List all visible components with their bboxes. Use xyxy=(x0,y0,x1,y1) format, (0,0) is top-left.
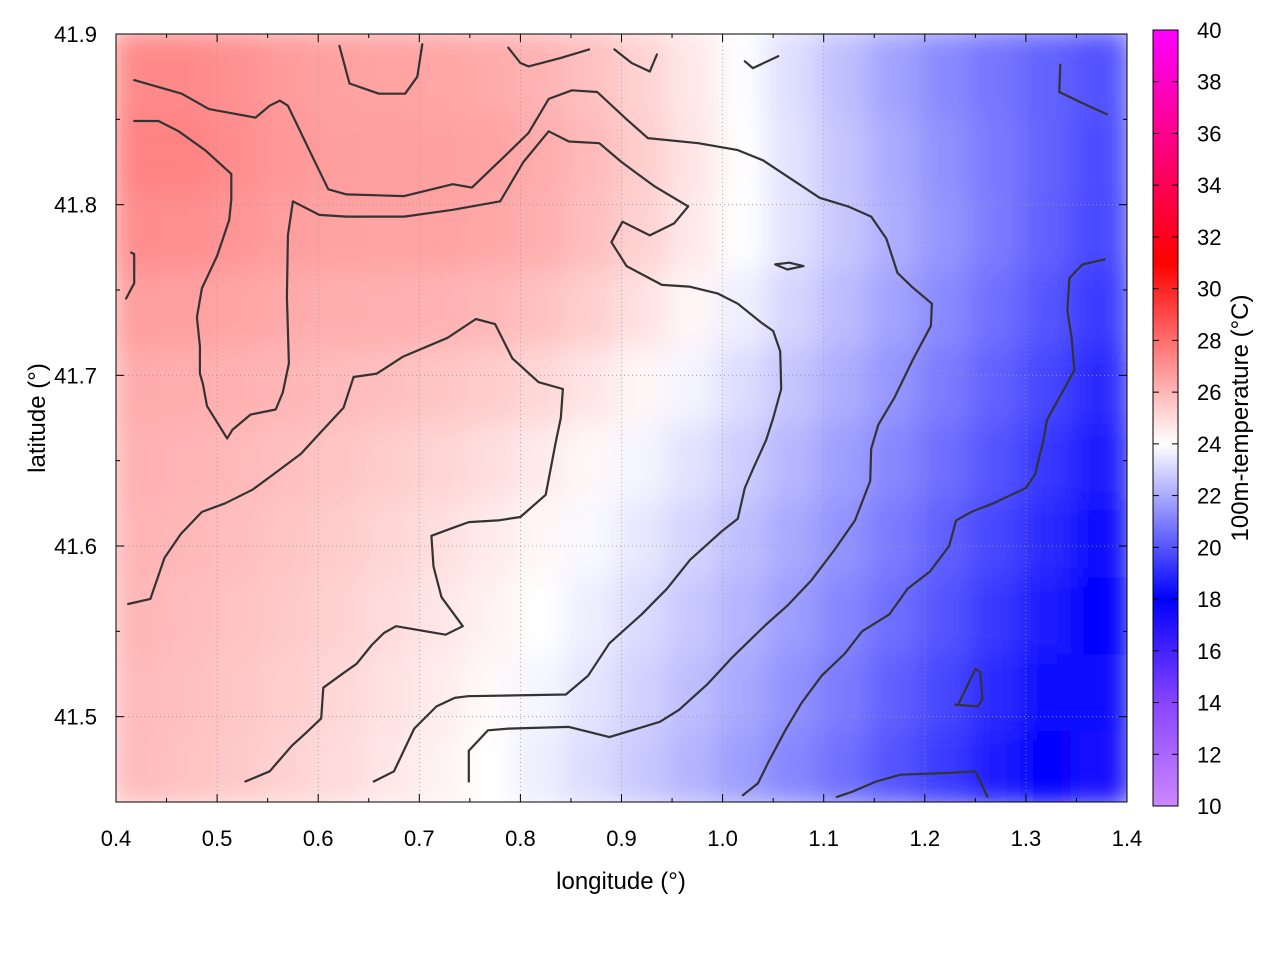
colorbar-ramp xyxy=(1152,29,1179,807)
heatmap-cell xyxy=(1070,335,1127,424)
colorbar-label: 100m-temperature (°C) xyxy=(1227,294,1254,541)
colorbar-tick-label: 10 xyxy=(1197,794,1221,819)
colorbar-tick-label: 36 xyxy=(1197,121,1221,146)
contour-line xyxy=(338,43,424,95)
heatmap-cell xyxy=(1070,412,1127,501)
colorbar-tick-label: 28 xyxy=(1197,328,1221,353)
y-tick-label: 41.6 xyxy=(54,534,97,559)
contour-line xyxy=(953,667,984,708)
heatmap-cell xyxy=(1070,565,1127,655)
x-tick-label: 1.1 xyxy=(808,826,839,851)
colorbar-tick-label: 34 xyxy=(1197,173,1221,198)
contour-line xyxy=(743,55,780,70)
contour-line xyxy=(1058,63,1108,116)
y-tick-label: 41.9 xyxy=(54,22,97,47)
x-axis-label: longitude (°) xyxy=(556,868,686,895)
contour-line xyxy=(133,78,934,783)
contour-line xyxy=(835,770,989,799)
colorbar-tick-label: 20 xyxy=(1197,535,1221,560)
colorbar-tick-label: 24 xyxy=(1197,432,1221,457)
y-tick-label: 41.5 xyxy=(54,705,97,730)
colorbar-tick-labels: 10 12 14 16 18 20 22 24 26 28 30 32 34 36 38 40 xyxy=(1197,18,1221,819)
contour-line xyxy=(133,119,783,783)
contour-line xyxy=(774,261,805,271)
colorbar-tick-label: 30 xyxy=(1197,277,1221,302)
colorbar-tick-label: 16 xyxy=(1197,639,1221,664)
colorbar-tick-label: 18 xyxy=(1197,587,1221,612)
plot-area: 0.4 0.5 0.6 0.7 0.8 0.9 1.0 1.1 1.2 1.3 1.4 41.541… xyxy=(54,22,1142,851)
contour-line xyxy=(741,258,1106,797)
heatmap-cell xyxy=(1070,181,1127,271)
colorbar-ticks xyxy=(1153,29,1178,807)
contour-line xyxy=(127,317,565,783)
x-tick-label: 0.5 xyxy=(202,826,233,851)
heatmap-cell xyxy=(1070,719,1127,802)
heatmap-field xyxy=(116,34,1127,802)
colorbar-tick-label: 26 xyxy=(1197,380,1221,405)
heatmap-cells xyxy=(116,34,1127,802)
x-tick-labels: 0.4 0.5 0.6 0.7 0.8 0.9 1.0 1.1 1.2 1.3 1.4 xyxy=(101,826,1143,851)
y-tick-label: 41.7 xyxy=(54,363,97,388)
x-tick-label: 0.6 xyxy=(303,826,334,851)
colorbar-tick-label: 12 xyxy=(1197,742,1221,767)
contour-line xyxy=(124,251,136,300)
x-tick-label: 1.2 xyxy=(910,826,941,851)
y-tick-label: 41.8 xyxy=(54,193,97,218)
colorbar-tick-label: 14 xyxy=(1197,691,1221,716)
colorbar: 10 12 14 16 18 20 22 24 26 28 30 32 34 36 38 40 100m-te… xyxy=(1152,18,1254,819)
x-tick-label: 0.4 xyxy=(101,826,132,851)
colorbar-tick-label: 40 xyxy=(1197,18,1221,43)
contour-line xyxy=(613,48,659,73)
y-axis-label: latitude (°) xyxy=(24,363,51,473)
x-tick-label: 0.9 xyxy=(606,826,637,851)
axis-ticks xyxy=(115,33,1128,803)
colorbar-tick-label: 38 xyxy=(1197,70,1221,95)
heatmap-cell xyxy=(1070,642,1127,732)
heatmap-cell xyxy=(1070,104,1127,194)
contour-lines xyxy=(124,43,1108,799)
heatmap-cell xyxy=(1070,34,1127,117)
heatmap-cell xyxy=(1070,258,1127,348)
colorbar-tick-label: 22 xyxy=(1197,484,1221,509)
colorbar-tick-label: 32 xyxy=(1197,225,1221,250)
x-tick-label: 0.8 xyxy=(505,826,536,851)
x-tick-label: 1.0 xyxy=(707,826,738,851)
heatmap-cell xyxy=(1070,488,1127,578)
x-tick-label: 0.7 xyxy=(404,826,435,851)
x-tick-label: 1.3 xyxy=(1011,826,1042,851)
y-tick-labels: 41.5 41.6 41.7 41.8 41.9 xyxy=(54,22,97,730)
contour-line xyxy=(507,46,591,68)
x-tick-label: 1.4 xyxy=(1112,826,1143,851)
